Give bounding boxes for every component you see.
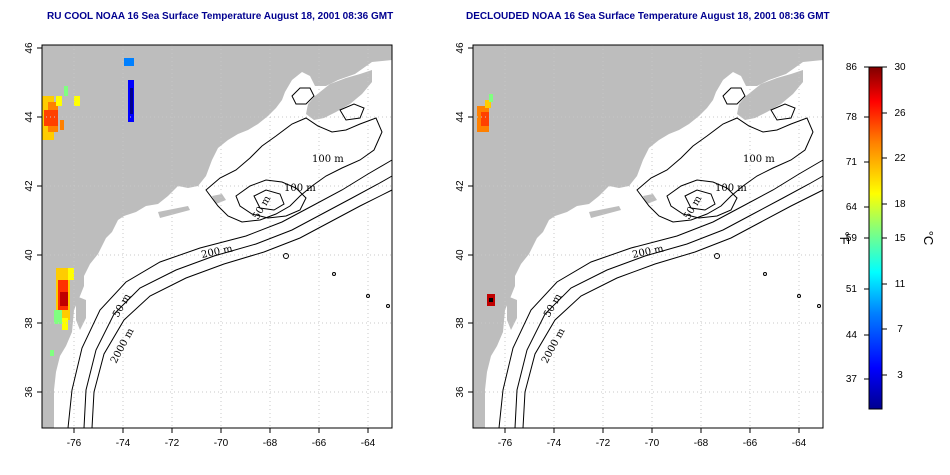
right-ticks xyxy=(468,47,800,433)
left-lon-tick: -76 xyxy=(67,438,82,449)
left-sst-patch xyxy=(54,310,62,324)
left-lat-tick: 38 xyxy=(24,317,35,329)
celsius-unit-label: °C xyxy=(921,231,936,246)
fahrenheit-tick: 86 xyxy=(846,62,858,73)
right-lat-tick: 42 xyxy=(455,180,466,192)
left-panel-title: RU COOL NOAA 16 Sea Surface Temperature … xyxy=(47,11,394,22)
celsius-tick: 22 xyxy=(894,153,906,164)
colorbar: 86 78 71 64 59 51 44 37 30 26 22 18 15 1… xyxy=(837,62,936,410)
right-sst-patch xyxy=(481,112,489,126)
left-contour-label: 100 m xyxy=(312,154,344,165)
left-sst-patch xyxy=(44,110,58,126)
fahrenheit-tick: 44 xyxy=(846,330,858,341)
left-lat-tick: 44 xyxy=(24,111,35,123)
left-lon-tick: -72 xyxy=(165,438,180,449)
right-lat-tick: 38 xyxy=(455,317,466,329)
left-sst-patch xyxy=(68,268,74,280)
fahrenheit-tick: 59 xyxy=(846,233,858,244)
right-lat-tick: 36 xyxy=(455,386,466,398)
left-lat-labels: 46 44 42 40 38 36 xyxy=(24,42,35,398)
right-land-mainland xyxy=(473,45,823,428)
left-lon-tick: -70 xyxy=(214,438,229,449)
left-sst-patch xyxy=(64,86,68,96)
celsius-tick: 15 xyxy=(894,233,906,244)
left-lat-tick: 42 xyxy=(24,180,35,192)
right-lon-tick: -64 xyxy=(792,438,807,449)
colorbar-celsius-labels: 30 26 22 18 15 11 7 3 xyxy=(894,62,906,381)
left-lon-tick: -74 xyxy=(116,438,131,449)
right-sst-patch xyxy=(489,298,493,302)
left-sst-patch xyxy=(74,96,80,106)
left-lat-tick: 40 xyxy=(24,249,35,261)
left-lon-labels: -76 -74 -72 -70 -68 -66 -64 xyxy=(67,438,376,449)
left-lon-tick: -64 xyxy=(361,438,376,449)
right-lon-tick: -76 xyxy=(498,438,513,449)
left-sst-patch xyxy=(124,58,134,66)
left-contour-label: 100 m xyxy=(284,183,316,194)
left-contours xyxy=(67,87,393,429)
left-land-cape-cod xyxy=(212,194,226,204)
right-contour-label: 100 m xyxy=(743,154,775,165)
left-map-border xyxy=(41,44,393,429)
left-sst-patch xyxy=(130,88,133,114)
celsius-tick: 30 xyxy=(894,62,906,73)
left-ticks xyxy=(37,47,369,433)
left-land-nova-scotia xyxy=(306,70,372,120)
left-sst-patch xyxy=(62,318,68,330)
left-sst-patch xyxy=(60,120,64,130)
left-lon-tick: -66 xyxy=(312,438,327,449)
right-lat-tick: 40 xyxy=(455,249,466,261)
right-lat-tick: 46 xyxy=(455,42,466,54)
left-land-delmarva xyxy=(76,296,86,330)
left-sst-data xyxy=(42,58,134,356)
celsius-tick: 18 xyxy=(894,199,906,210)
left-sst-patch xyxy=(50,350,54,356)
right-lat-tick: 44 xyxy=(455,111,466,123)
left-sst-patch xyxy=(60,292,68,306)
right-map-panel: 100 m 100 m 50 m 200 m 50 m 2000 m -76 -… xyxy=(455,42,824,449)
right-contour-label: 100 m xyxy=(715,183,747,194)
right-land-delmarva xyxy=(507,296,517,330)
left-land xyxy=(42,45,392,428)
right-land-nova-scotia xyxy=(737,70,803,120)
right-lon-tick: -74 xyxy=(547,438,562,449)
fahrenheit-tick: 78 xyxy=(846,112,858,123)
left-land-mainland xyxy=(42,45,392,428)
left-land-long-island xyxy=(158,206,190,218)
colorbar-ticks xyxy=(864,66,887,380)
right-map-border xyxy=(472,44,824,429)
left-map-panel: 100 m 100 m 50 m 200 m 50 m 2000 m -76 xyxy=(24,42,393,449)
celsius-tick: 3 xyxy=(897,370,903,381)
fahrenheit-tick: 51 xyxy=(846,284,858,295)
right-lon-tick: -70 xyxy=(645,438,660,449)
fahrenheit-tick: 71 xyxy=(846,157,858,168)
right-land xyxy=(473,45,823,428)
right-panel-title: DECLOUDED NOAA 16 Sea Surface Temperatur… xyxy=(466,11,830,22)
celsius-tick: 11 xyxy=(895,279,906,290)
colorbar-fahrenheit-labels: 86 78 71 64 59 51 44 37 xyxy=(846,62,858,385)
right-lat-labels: 46 44 42 40 38 36 xyxy=(455,42,466,398)
fahrenheit-unit-label: °F xyxy=(837,231,852,244)
left-sst-patch xyxy=(56,96,62,106)
colorbar-gradient xyxy=(868,66,883,410)
left-lat-tick: 36 xyxy=(24,386,35,398)
fahrenheit-tick: 37 xyxy=(846,374,858,385)
fahrenheit-tick: 64 xyxy=(846,202,858,213)
celsius-tick: 7 xyxy=(897,324,903,335)
right-lon-tick: -72 xyxy=(596,438,611,449)
celsius-tick: 26 xyxy=(894,108,906,119)
right-land-cape-cod xyxy=(643,194,657,204)
right-sst-data xyxy=(477,94,495,306)
right-sst-patch xyxy=(489,94,493,102)
right-land-long-island xyxy=(589,206,621,218)
right-sst-patch xyxy=(485,100,491,108)
right-lon-labels: -76 -74 -72 -70 -68 -66 -64 xyxy=(498,438,807,449)
left-lat-tick: 46 xyxy=(24,42,35,54)
right-lon-tick: -68 xyxy=(694,438,709,449)
left-lon-tick: -68 xyxy=(263,438,278,449)
right-contours xyxy=(498,87,824,429)
right-lon-tick: -66 xyxy=(743,438,758,449)
